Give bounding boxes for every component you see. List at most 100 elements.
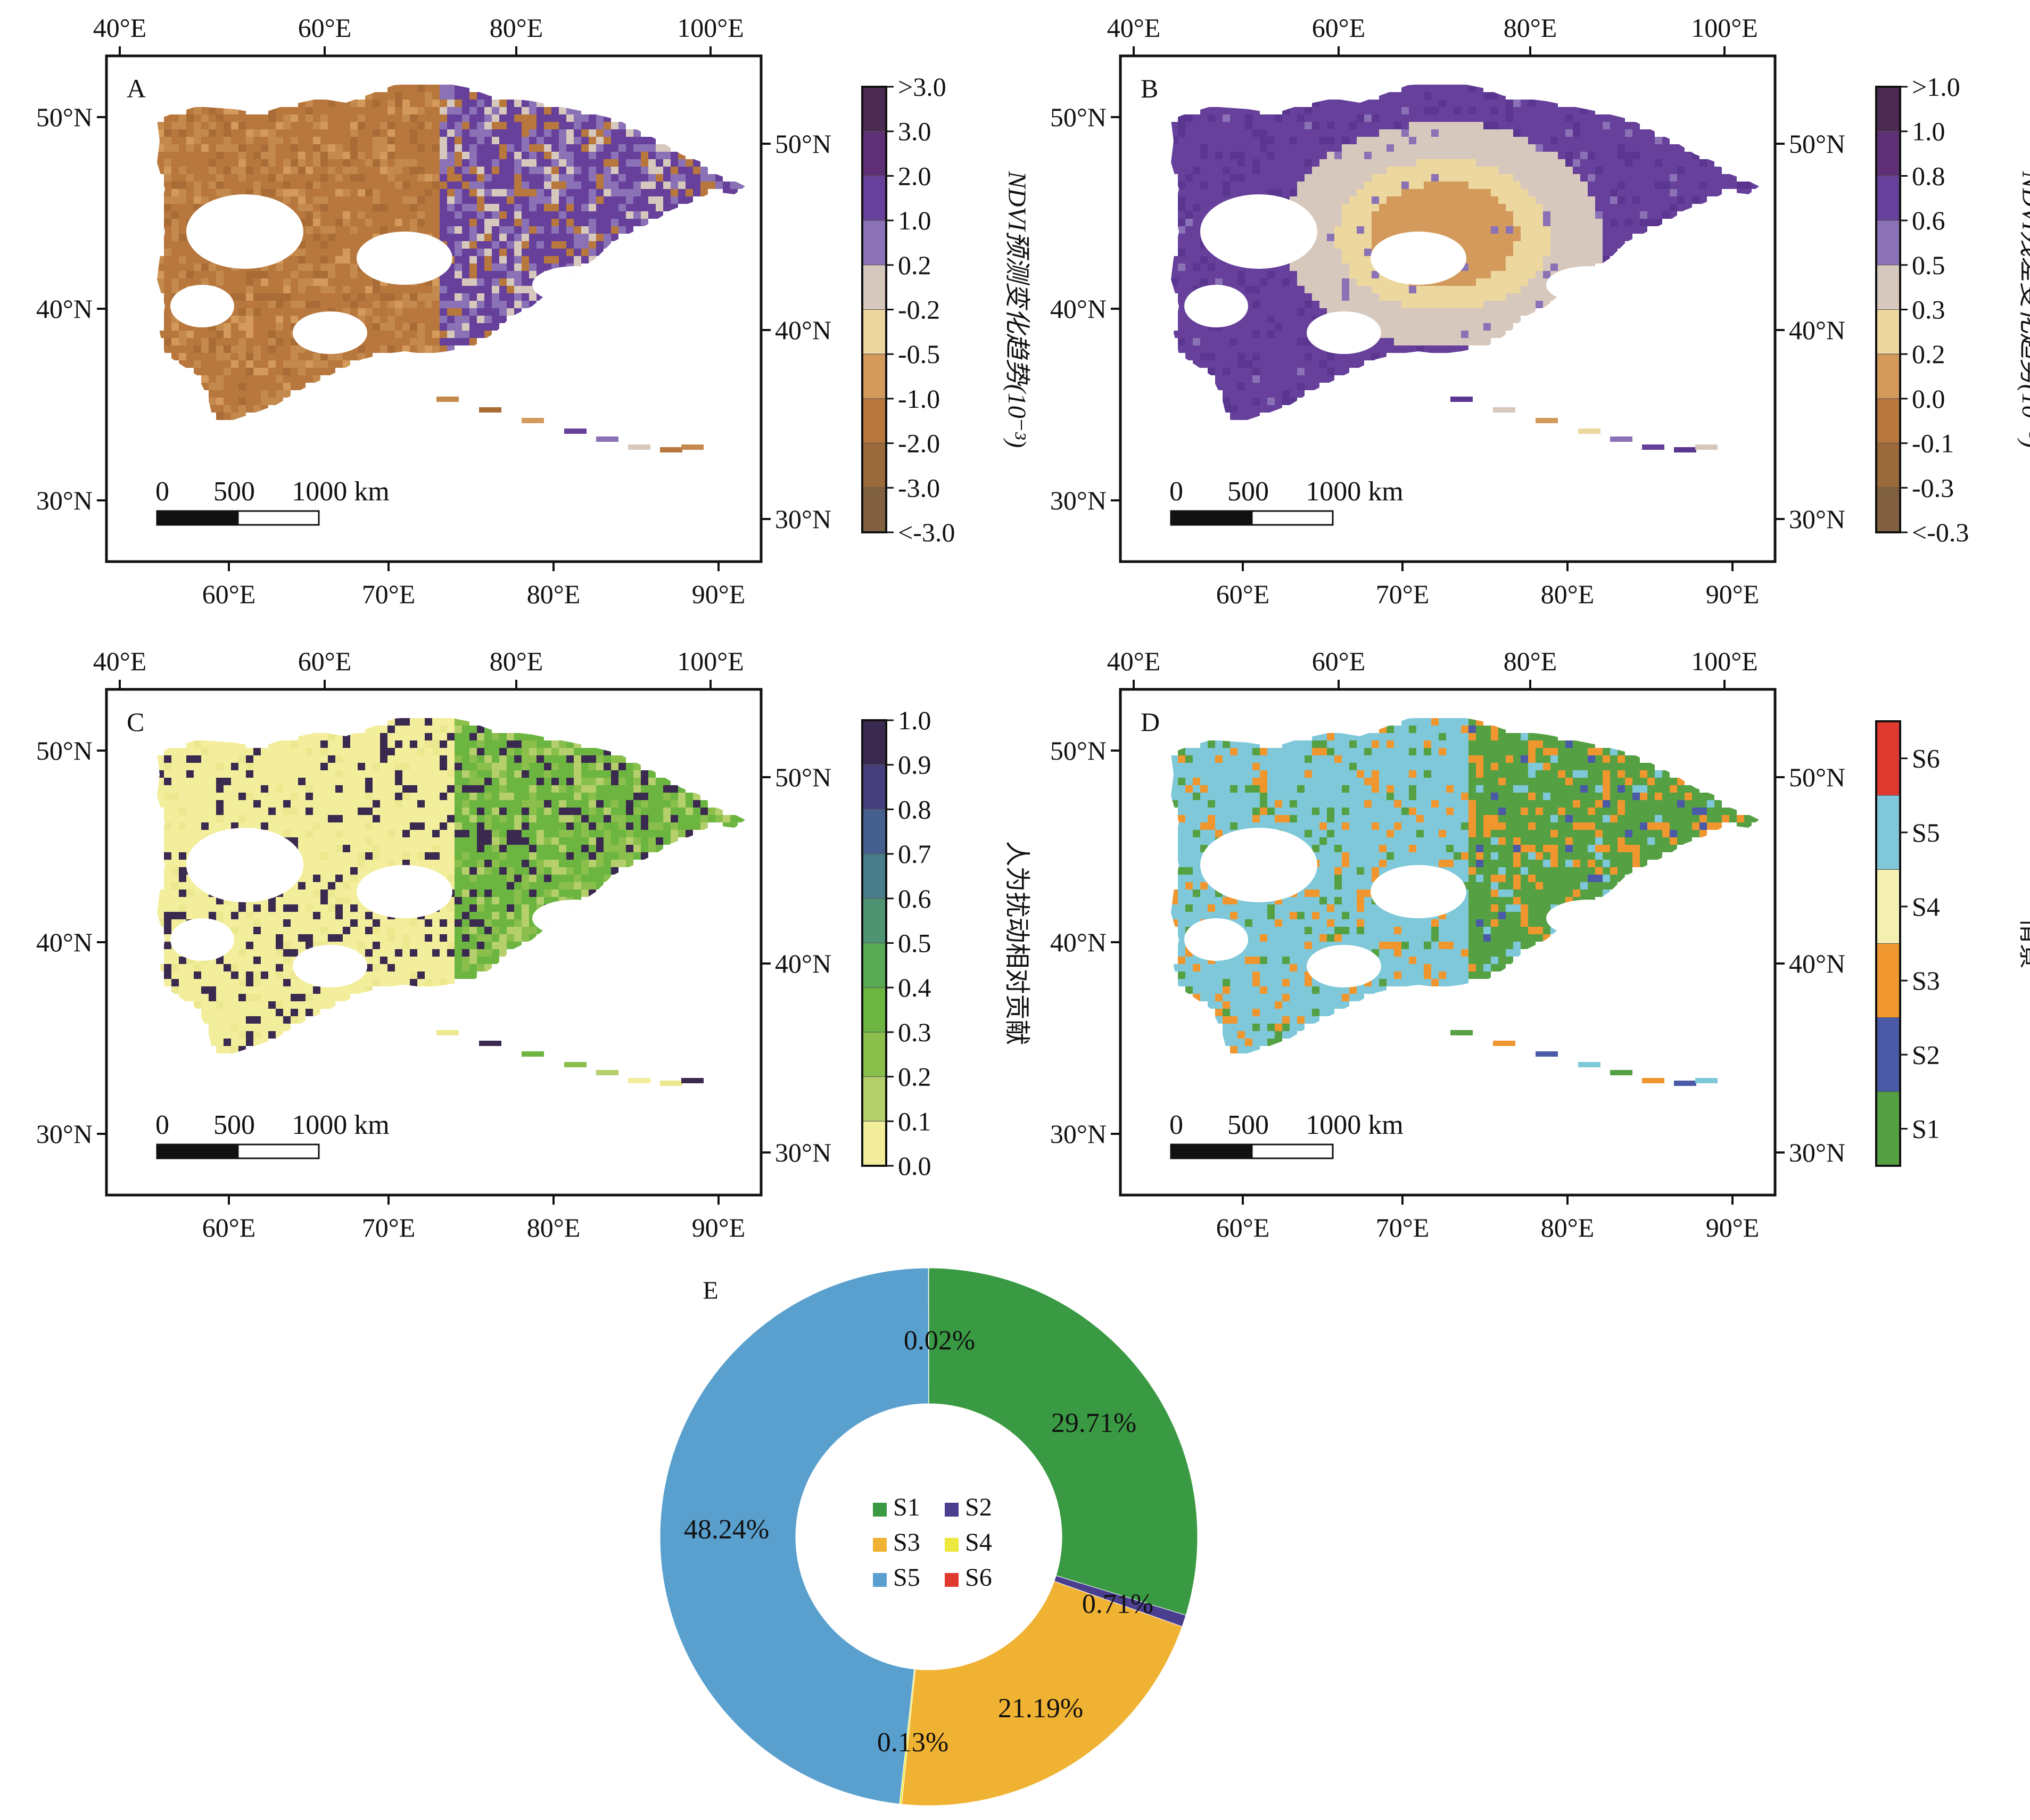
top-axis-tick-label: 80°E (490, 646, 543, 676)
colorbar-tick-label: -2.0 (898, 429, 940, 458)
colorbar-segment (862, 1032, 887, 1077)
right-axis-tick-label: 40°N (1789, 315, 1845, 345)
top-axis-tick-label: 100°E (677, 13, 744, 43)
bottom-axis-tick-label: 60°E (1216, 1213, 1270, 1242)
colorbar-tick-label: <-0.3 (1912, 517, 1969, 547)
colorbar-segment (862, 131, 887, 176)
bottom-axis-tick-label: 60°E (202, 579, 256, 609)
left-axis-tick-label: 50°N (36, 102, 93, 132)
colorbar-tick-label: 0.0 (1912, 384, 1945, 414)
right-axis-tick-label: 40°N (775, 315, 831, 345)
right-axis-tick-label: 30°N (775, 504, 831, 534)
top-axis-tick-label: 60°E (1312, 646, 1366, 676)
panel-label: D (1141, 707, 1160, 737)
scale-bar: 0 500 1000 km (1169, 476, 1404, 526)
bottom-axis-tick-label: 70°E (362, 1213, 416, 1242)
top-axis-tick-label: 100°E (1691, 13, 1758, 43)
pie-chart-e: E 29.71% 0.71% 21.19% 0.13% 48.24% 0.02% S1 S2 S3… (659, 1267, 1198, 1806)
bottom-axis-tick-label: 80°E (527, 579, 581, 609)
bottom-axis-tick-label: 90°E (1706, 1213, 1760, 1242)
scale-bar: 0 500 1000 km (1169, 1110, 1404, 1159)
colorbar: >3.0 3.0 2.0 1.0 0.2 -0.2 -0.5 -1.0 -2.0 -3.0 <-3.… (861, 72, 1031, 547)
map-southern-strip (436, 1030, 704, 1086)
left-axis-tick-label: 40°N (1050, 927, 1107, 957)
map-region (157, 718, 745, 1053)
map-southern-strip (1450, 1030, 1718, 1086)
colorbar-tick-label: S1 (1912, 1114, 1940, 1143)
colorbar-tick-label: -0.2 (898, 295, 940, 325)
scale-bar-label: 500 (213, 1110, 255, 1140)
colorbar-title: NDVI残差变化趋势(10⁻³) (2017, 171, 2030, 448)
top-axis-tick-label: 60°E (298, 646, 352, 676)
colorbar-tick-label: 0.7 (898, 839, 931, 869)
top-axis-tick-label: 80°E (1504, 646, 1557, 676)
colorbar-segment (862, 764, 887, 810)
scale-bar-label: 0 (155, 1110, 169, 1140)
map-southern-strip (436, 397, 704, 452)
colorbar-segment (1876, 353, 1901, 399)
colorbar-segment (862, 853, 887, 899)
colorbar-segment (862, 987, 887, 1033)
colorbar-tick-label: 0.3 (1912, 295, 1945, 325)
legend-swatch (945, 1573, 959, 1587)
map-panel-c: C 40°E 60°E 80°E 100°E 60°E 70°E 80°E 90°E 50°N 40… (36, 646, 1031, 1242)
map-panel-d: D 40°E 60°E 80°E 100°E 60°E 70°E 80°E 90°E 50°N 40… (1050, 646, 2030, 1242)
right-axis-tick-label: 50°N (1789, 762, 1845, 792)
colorbar-tick-label: -0.3 (1912, 473, 1954, 503)
top-axis-tick-label: 40°E (93, 13, 147, 43)
panel-label: C (127, 707, 144, 737)
legend-label: S3 (893, 1528, 920, 1557)
bottom-axis-tick-label: 90°E (1706, 579, 1760, 609)
colorbar-segment (862, 309, 887, 355)
map-region (157, 85, 745, 420)
colorbar: S6 S5 S4 S3 S2 S1 情景 (1875, 720, 2030, 1167)
colorbar: >1.0 1.0 0.8 0.6 0.5 0.3 0.2 0.0 -0.1 -0.3 <-0.3 ND… (1875, 72, 2030, 547)
colorbar-segment (862, 265, 887, 310)
colorbar-segment (862, 353, 887, 399)
left-axis-tick-label: 50°N (1050, 102, 1107, 132)
colorbar-tick-label: 0.2 (898, 250, 931, 280)
left-axis-tick-label: 30°N (36, 1119, 93, 1149)
colorbar-segment (1876, 1017, 1901, 1092)
left-axis-tick-label: 40°N (36, 927, 93, 957)
map-panel-b: B 40°E 60°E 80°E 100°E 60°E 70°E 80°E 90°E 50°N 40… (1050, 13, 2030, 609)
left-axis-tick-label: 50°N (36, 736, 93, 765)
scale-bar-label: 0 (1169, 1110, 1183, 1140)
colorbar-tick-label: S4 (1912, 892, 1940, 921)
colorbar-tick-label: -0.1 (1912, 429, 1954, 458)
colorbar-tick-label: -3.0 (898, 473, 940, 503)
colorbar-segment (1876, 487, 1901, 533)
bottom-axis-tick-label: 60°E (1216, 579, 1270, 609)
map-region (1171, 718, 1759, 1053)
colorbar-segment (1876, 795, 1901, 870)
top-axis-tick-label: 100°E (677, 646, 744, 676)
right-axis-tick-label: 30°N (1789, 504, 1845, 534)
top-axis-tick-label: 40°E (1107, 13, 1161, 43)
colorbar-segment (1876, 443, 1901, 488)
scale-bar-label: 0 (155, 476, 169, 507)
colorbar-segment (862, 1121, 887, 1166)
scale-bar-label: 1000 km (292, 1110, 389, 1140)
colorbar-tick-label: 0.5 (1912, 250, 1945, 280)
right-axis-tick-label: 50°N (775, 129, 831, 159)
colorbar-title: 情景 (2017, 918, 2030, 969)
colorbar-tick-label: >3.0 (898, 72, 946, 102)
colorbar-segment (1876, 175, 1901, 221)
colorbar-segment (862, 175, 887, 221)
colorbar-tick-label: 0.2 (1912, 339, 1945, 369)
scale-bar-label: 0 (1169, 476, 1183, 507)
colorbar-tick-label: S6 (1912, 744, 1940, 773)
legend-label: S2 (965, 1493, 992, 1521)
top-axis-tick-label: 80°E (490, 13, 543, 43)
colorbar-tick-label: 3.0 (898, 117, 931, 146)
colorbar-tick-label: 1.0 (1912, 117, 1945, 146)
colorbar-tick-label: S2 (1912, 1040, 1940, 1069)
top-axis-tick-label: 60°E (298, 13, 352, 43)
colorbar-segment (1876, 1091, 1901, 1166)
colorbar-tick-label: 2.0 (898, 161, 931, 191)
legend-label: S5 (893, 1563, 920, 1592)
map-southern-strip (1450, 397, 1718, 452)
colorbar-tick-label: 0.5 (898, 928, 931, 958)
scale-bar-label: 1000 km (1306, 1110, 1403, 1140)
left-axis-tick-label: 30°N (1050, 1119, 1107, 1149)
